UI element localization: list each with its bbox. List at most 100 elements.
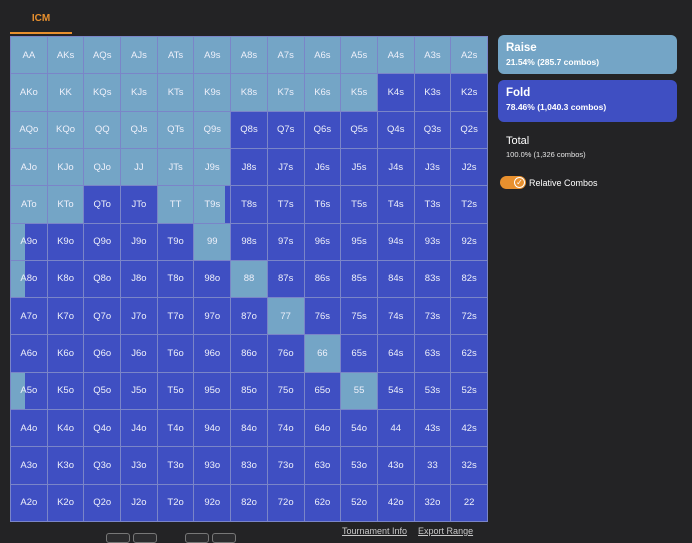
hand-cell[interactable]: A9o [11,223,47,260]
hand-cell[interactable]: 84s [377,260,414,298]
hand-cell[interactable]: K8s [231,74,267,111]
hand-cell[interactable]: T2s [451,186,487,223]
hand-cell[interactable]: KJs [121,74,157,111]
hand-cell[interactable]: AQs [84,37,121,74]
hand-cell[interactable]: J2s [451,148,487,186]
hand-cell[interactable]: 43s [414,410,451,447]
hand-cell[interactable]: 93o [194,447,231,484]
hand-cell[interactable]: QJo [84,148,121,186]
hand-cell[interactable]: Q8o [84,260,121,298]
hand-cell[interactable]: Q6o [84,335,121,372]
hand-cell[interactable]: T5o [157,372,194,410]
hand-cell[interactable]: 33 [414,447,451,484]
hand-cell[interactable]: J4o [121,410,157,447]
tournament-info-link[interactable]: Tournament Info [342,526,408,536]
hand-cell[interactable]: 62o [304,484,341,521]
hand-cell[interactable]: 76o [267,335,304,372]
hand-cell[interactable]: Q2s [451,111,487,148]
hand-cell[interactable]: 86s [304,260,341,298]
hand-cell[interactable]: A3s [414,37,451,74]
relative-combos-toggle-row[interactable]: ✓ Relative Combos [500,176,598,189]
hand-cell[interactable]: 74s [377,298,414,335]
hand-cell[interactable]: 92s [451,223,487,260]
hand-cell[interactable]: A8s [231,37,267,74]
hand-cell[interactable]: K2o [47,484,84,521]
hand-cell[interactable]: AKs [47,37,84,74]
hand-cell[interactable]: 96s [304,223,341,260]
hand-cell[interactable]: 73o [267,447,304,484]
raise-action-box[interactable]: Raise 21.54% (285.7 combos) [498,35,677,74]
hand-cell[interactable]: T3s [414,186,451,223]
hand-cell[interactable]: J9o [121,223,157,260]
hand-cell[interactable]: K7s [267,74,304,111]
bottom-button[interactable] [212,533,236,543]
hand-cell[interactable]: 43o [377,447,414,484]
hand-cell[interactable]: T6o [157,335,194,372]
hand-cell[interactable]: T4s [377,186,414,223]
hand-cell[interactable]: 32s [451,447,487,484]
hand-cell[interactable]: 54o [341,410,377,447]
hand-cell[interactable]: Q3s [414,111,451,148]
hand-cell[interactable]: 74o [267,410,304,447]
hand-cell[interactable]: Q5s [341,111,377,148]
hand-cell[interactable]: 94s [377,223,414,260]
hand-cell[interactable]: KQo [47,111,84,148]
hand-cell[interactable]: AQo [11,111,47,148]
hand-cell[interactable]: 42o [377,484,414,521]
hand-cell[interactable]: 72o [267,484,304,521]
hand-cell[interactable]: 54s [377,372,414,410]
hand-cell[interactable]: 84o [231,410,267,447]
hand-cell[interactable]: 52s [451,372,487,410]
hand-cell[interactable]: A7s [267,37,304,74]
hand-cell[interactable]: KK [47,74,84,111]
hand-cell[interactable]: J9s [194,148,231,186]
hand-cell[interactable]: AJs [121,37,157,74]
hand-cell[interactable]: T3o [157,447,194,484]
hand-cell[interactable]: ATo [11,186,47,223]
hand-cell[interactable]: Q4o [84,410,121,447]
hand-cell[interactable]: J4s [377,148,414,186]
hand-cell[interactable]: 76s [304,298,341,335]
hand-cell[interactable]: K5o [47,372,84,410]
hand-cell[interactable]: Q4s [377,111,414,148]
relative-combos-toggle[interactable]: ✓ [500,176,526,189]
hand-cell[interactable]: K2s [451,74,487,111]
hand-cell[interactable]: 42s [451,410,487,447]
hand-cell[interactable]: 86o [231,335,267,372]
hand-cell[interactable]: 94o [194,410,231,447]
hand-cell[interactable]: 99 [194,223,231,260]
hand-cell[interactable]: QQ [84,111,121,148]
hand-cell[interactable]: J7o [121,298,157,335]
hand-cell[interactable]: 62s [451,335,487,372]
hand-cell[interactable]: 87s [267,260,304,298]
hand-cell[interactable]: A8o [11,260,47,298]
hand-cell[interactable]: A5o [11,372,47,410]
hand-cell[interactable]: A4s [377,37,414,74]
hand-cell[interactable]: T4o [157,410,194,447]
hand-cell[interactable]: 63s [414,335,451,372]
hand-cell[interactable]: 32o [414,484,451,521]
hand-cell[interactable]: J2o [121,484,157,521]
hand-cell[interactable]: A2s [451,37,487,74]
hand-cell[interactable]: 65o [304,372,341,410]
hand-cell[interactable]: T9o [157,223,194,260]
hand-cell[interactable]: 93s [414,223,451,260]
hand-cell[interactable]: A6o [11,335,47,372]
hand-cell[interactable]: Q7s [267,111,304,148]
hand-cell[interactable]: K7o [47,298,84,335]
hand-cell[interactable]: JTo [121,186,157,223]
hand-cell[interactable]: J6o [121,335,157,372]
hand-cell[interactable]: 75s [341,298,377,335]
hand-cell[interactable]: A7o [11,298,47,335]
hand-cell[interactable]: 75o [267,372,304,410]
hand-cell[interactable]: JTs [157,148,194,186]
hand-cell[interactable]: K5s [341,74,377,111]
hand-cell[interactable]: K4s [377,74,414,111]
hand-cell[interactable]: 98o [194,260,231,298]
hand-cell[interactable]: Q9s [194,111,231,148]
hand-cell[interactable]: 85s [341,260,377,298]
hand-cell[interactable]: 63o [304,447,341,484]
hand-cell[interactable]: 64s [377,335,414,372]
hand-cell[interactable]: T9s [194,186,231,223]
hand-cell[interactable]: AKo [11,74,47,111]
